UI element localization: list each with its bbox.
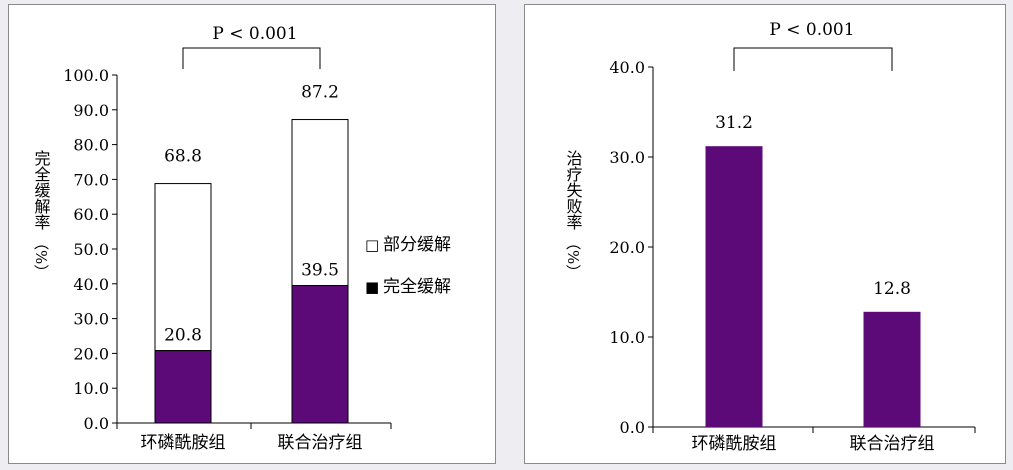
left-ylabel-main: 完全缓解率	[32, 150, 51, 230]
bar-treatment-failure	[705, 146, 763, 427]
right-y-tick-label: 0.0	[620, 418, 645, 437]
significance-bracket	[182, 47, 321, 69]
bar-complete-label: 20.8	[164, 326, 202, 346]
right-y-tick-label: 10.0	[609, 328, 645, 347]
left-y-tick-label: 10.0	[73, 379, 109, 398]
right-chart-panel: 0.0 10.0 20.0 30.0 40.0 31.2 环磷酰胺组 12.8 联合治疗组 治…	[524, 4, 1006, 464]
legend-marker-partial: □	[365, 236, 379, 254]
bar-total-label: 68.8	[164, 147, 202, 167]
left-p-value: P < 0.001	[212, 24, 297, 44]
left-y-tick-label: 70.0	[73, 170, 109, 189]
remission-rate-chart: 0.0 10.0 20.0 30.0 40.0 50.0 60.0 70.0 80.0 90.0 1…	[32, 24, 452, 453]
bar-total-label: 87.2	[301, 83, 339, 103]
left-y-tick-label: 30.0	[73, 310, 109, 329]
bar-complete-remission	[291, 285, 349, 424]
x-category-label: 环磷酰胺组	[692, 434, 777, 454]
left-y-tick-label: 50.0	[73, 240, 109, 259]
right-p-value: P < 0.001	[769, 20, 854, 40]
x-category-label: 联合治疗组	[850, 434, 935, 454]
right-ylabel-main: 治疗失败率	[564, 150, 583, 230]
left-chart-panel: 0.0 10.0 20.0 30.0 40.0 50.0 60.0 70.0 80.0 90.0 1…	[8, 4, 496, 464]
right-y-tick-label: 20.0	[609, 238, 645, 257]
left-y-tick-label: 0.0	[84, 414, 109, 433]
right-y-tick-label: 40.0	[609, 58, 645, 77]
bar-value-label: 31.2	[715, 113, 753, 133]
right-y-tick-label: 30.0	[609, 148, 645, 167]
x-category-label: 联合治疗组	[278, 433, 363, 453]
left-y-tick-label: 100.0	[63, 66, 109, 85]
left-ylabel-unit: （%）	[32, 235, 50, 279]
left-y-tick-label: 20.0	[73, 344, 109, 363]
bar-complete-label: 39.5	[301, 261, 339, 281]
bar-complete-remission	[154, 350, 212, 424]
bar-value-label: 12.8	[873, 279, 911, 299]
bar-treatment-failure	[863, 311, 921, 427]
legend-label-complete: 完全缓解	[383, 277, 451, 297]
significance-bracket	[733, 47, 893, 71]
left-y-tick-label: 40.0	[73, 275, 109, 294]
legend-marker-complete: ■	[365, 278, 379, 296]
left-y-tick-label: 90.0	[73, 101, 109, 120]
right-ylabel-unit: （%）	[564, 235, 582, 279]
left-y-tick-label: 80.0	[73, 136, 109, 155]
x-category-label: 环磷酰胺组	[141, 433, 226, 453]
legend-label-partial: 部分缓解	[383, 235, 451, 255]
left-y-tick-label: 60.0	[73, 205, 109, 224]
treatment-failure-chart: 0.0 10.0 20.0 30.0 40.0 31.2 环磷酰胺组 12.8 联合治疗组 治…	[564, 20, 976, 454]
